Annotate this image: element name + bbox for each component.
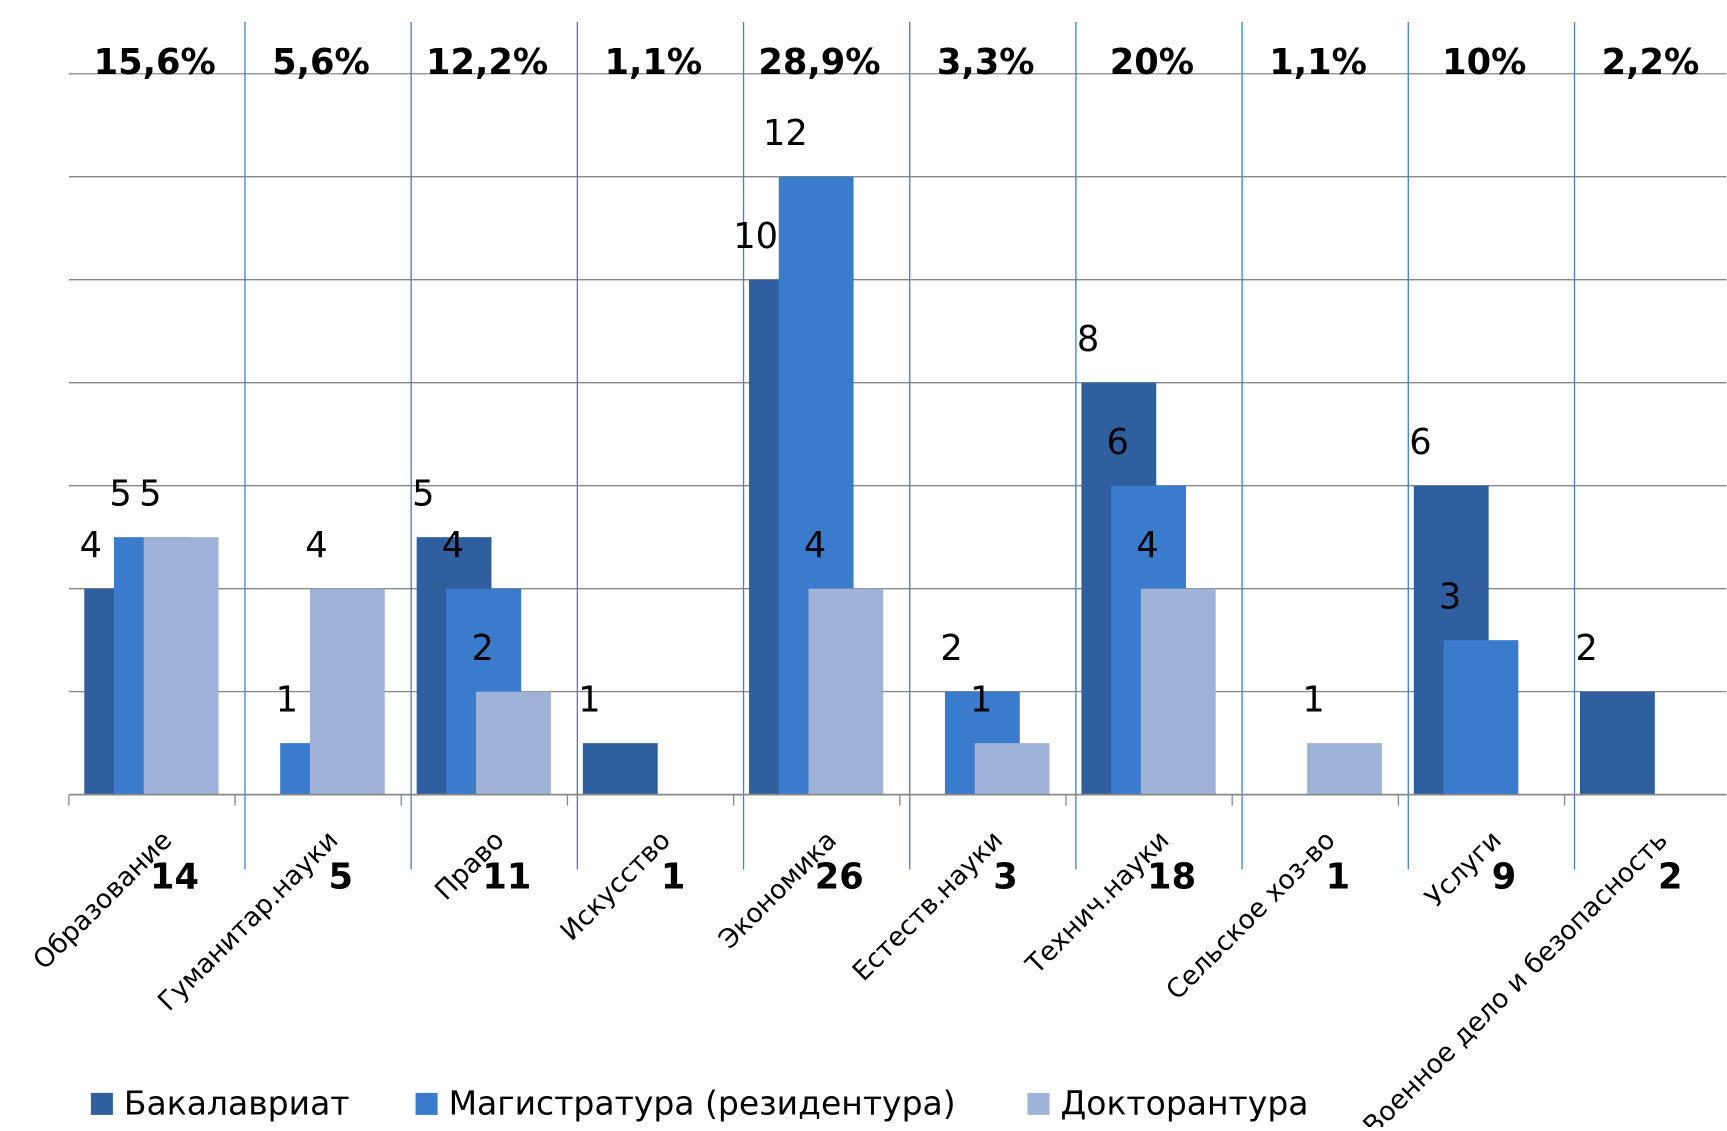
x-tick-label: Сельское хоз-во [1160,825,1341,1006]
share-label: 2,2% [1602,42,1700,83]
total-label: 9 [1492,856,1517,897]
bar [974,743,1050,795]
x-tick-label: Искусство [554,825,676,947]
x-tick-label: Образование [27,825,178,976]
legend-label: Бакалавриат [124,1083,350,1122]
share-label: 1,1% [1269,42,1367,83]
value-label: 1 [970,679,992,720]
share-label: 5,6% [272,42,370,83]
value-label: 1 [1302,679,1324,720]
x-tick-label: Естеств.науки [847,825,1010,988]
bar [582,743,658,795]
bar [143,537,219,795]
bar [309,588,385,795]
x-tick-label: Гуманитар.науки [152,825,344,1017]
legend-label: Магистратура (резидентура) [449,1083,956,1122]
bar [1307,743,1382,795]
bar [808,588,884,795]
share-label: 28,9% [758,42,880,83]
value-label: 10 [733,216,778,257]
value-label: 4 [442,525,464,566]
total-label: 18 [1147,856,1196,897]
value-label: 2 [940,628,962,669]
total-label: 26 [815,856,864,897]
legend-swatch [1027,1092,1050,1115]
total-label: 1 [1326,856,1351,897]
total-label: 5 [328,856,353,897]
value-label: 4 [1136,525,1158,566]
value-label: 4 [80,525,102,566]
bar [476,691,551,795]
share-label: 3,3% [937,42,1035,83]
share-label: 20% [1110,42,1194,83]
bar [1579,691,1655,795]
value-label: 3 [1439,576,1461,617]
value-label: 1 [276,679,298,720]
value-label: 6 [1107,422,1129,463]
total-label: 1 [661,856,686,897]
total-label: 14 [150,856,199,897]
value-label: 4 [305,525,327,566]
value-label: 5 [139,473,161,514]
value-label: 8 [1077,319,1099,360]
total-label: 2 [1658,856,1683,897]
legend-swatch [90,1092,113,1115]
total-label: 3 [993,856,1018,897]
share-label: 10% [1442,42,1526,83]
bar [1140,588,1216,795]
value-label: 2 [1575,628,1597,669]
value-label: 5 [412,473,434,514]
legend-label: Докторантура [1061,1083,1309,1122]
value-label: 2 [471,628,493,669]
value-label: 4 [804,525,826,566]
x-tick-label: Технич.науки [1019,825,1175,981]
legend-swatch [415,1092,438,1115]
share-label: 12,2% [426,42,548,83]
value-label: 12 [763,113,808,154]
share-label: 15,6% [94,42,216,83]
value-label: 5 [109,473,131,514]
value-label: 1 [578,679,600,720]
bar [1443,640,1519,795]
total-label: 11 [482,856,531,897]
share-label: 1,1% [604,42,702,83]
value-label: 6 [1409,422,1431,463]
